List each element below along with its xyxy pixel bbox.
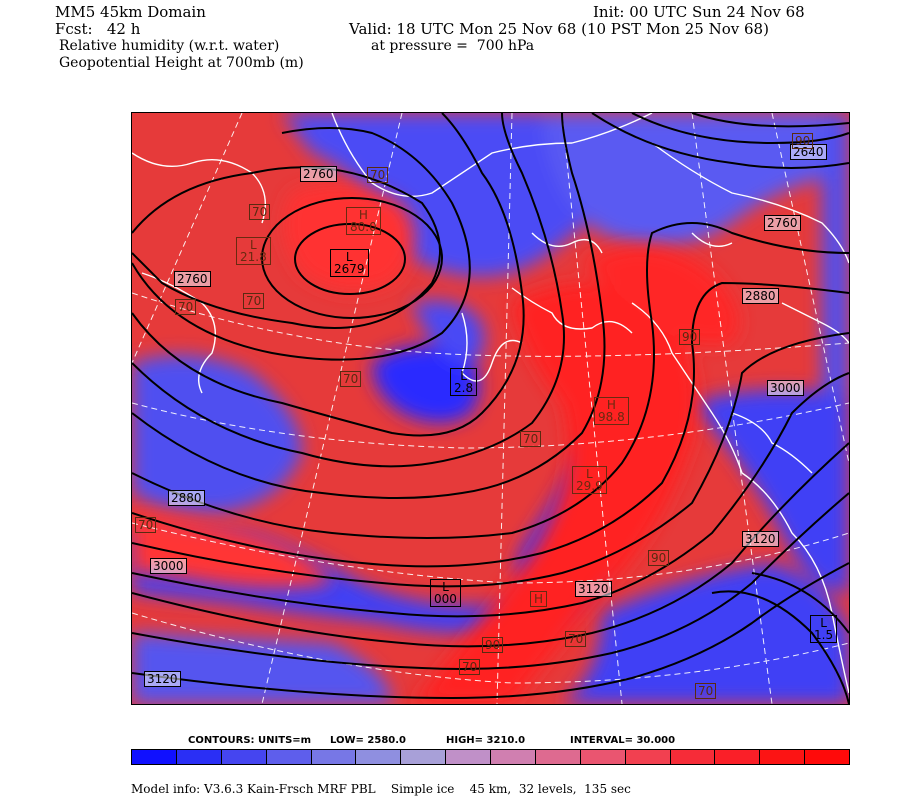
colorbar-swatch [266, 750, 312, 764]
height-label: 3120 [144, 671, 181, 687]
contour-high: HIGH= 3210.0 [446, 735, 526, 746]
domain-title: MM5 45km Domain [55, 3, 206, 21]
center-kind: H [606, 398, 616, 412]
field-humidity: Relative humidity (w.r.t. water) [59, 38, 280, 54]
dry-low-center [372, 345, 480, 423]
high-center: H 80.0 [346, 207, 381, 235]
moist-field [132, 185, 739, 704]
center-kind: L [442, 580, 449, 594]
high-center: H 98.8 [594, 397, 629, 425]
moist-zone-north [284, 185, 415, 291]
colorbar-swatch [446, 750, 491, 764]
valid-time: Valid: 18 UTC Mon 25 Nov 68 (10 PST Mon … [349, 20, 769, 38]
high-center: H [530, 591, 548, 607]
dry-zone-southwest [132, 633, 392, 704]
dry-zone-east [822, 113, 849, 443]
dry-zone-southeast [692, 389, 849, 593]
height-label: 2760 [174, 271, 211, 287]
dry-zone-far-south [562, 563, 849, 704]
contour-units: CONTOURS: UNITS=m [188, 735, 312, 746]
center-value: 21.8 [240, 250, 267, 264]
model-info: Model info: V3.6.3 Kain-Frsch MRF PBL Si… [131, 782, 631, 796]
height-label: 3000 [767, 380, 804, 396]
colorbar-swatch [221, 750, 267, 764]
height-label: 3120 [575, 581, 612, 597]
dry-zone-north [282, 113, 617, 277]
height-label: 2880 [168, 490, 205, 506]
height-label: 3000 [150, 558, 187, 574]
init-time: Init: 00 UTC Sun 24 Nov 68 [593, 3, 805, 21]
low-center: L 2679 [330, 249, 369, 277]
center-kind: H [534, 592, 544, 606]
humidity-label: 70 [249, 204, 271, 220]
contour-low-center [294, 223, 406, 295]
humidity-label: 70 [695, 683, 717, 699]
colorbar-swatch [356, 750, 402, 764]
humidity-label: 70 [565, 631, 587, 647]
center-value: 98.8 [598, 410, 625, 424]
center-kind: H [358, 208, 368, 222]
contour-interval: INTERVAL= 30.000 [570, 735, 676, 746]
colorbar-swatch [491, 750, 536, 764]
colorbar-swatch [805, 750, 849, 764]
low-center: L 000 [430, 579, 461, 607]
center-value: 2679 [334, 262, 365, 276]
center-value: 2.8 [454, 381, 474, 395]
colorbar-swatch [760, 750, 806, 764]
center-value: 1.5 [814, 628, 834, 642]
center-value: 29.9 [576, 479, 603, 493]
height-label: 2760 [764, 215, 801, 231]
center-kind: L [345, 250, 353, 264]
center-kind: L [460, 369, 467, 383]
humidity-label: 70 [367, 167, 389, 183]
colorbar-swatch [401, 750, 447, 764]
center-value: 80.0 [350, 220, 377, 234]
humidity-label: 90 [679, 329, 701, 345]
pressure-level: at pressure = 700 hPa [371, 38, 535, 54]
colorbar-swatch [580, 750, 626, 764]
colorbar-swatch [311, 750, 357, 764]
humidity-label: 70 [243, 293, 265, 309]
humidity-label: 70 [175, 299, 197, 315]
center-value: 000 [434, 592, 457, 606]
contour-low: LOW= 2580.0 [330, 735, 406, 746]
colorbar-swatch [625, 750, 671, 764]
low-center: L 29.9 [572, 466, 607, 494]
colorbar-swatch [670, 750, 716, 764]
humidity-label: 90 [792, 133, 814, 149]
humidity-label: 70 [340, 371, 362, 387]
colorbar-swatch [132, 750, 177, 764]
colorbar-swatch [715, 750, 761, 764]
height-label: 2760 [300, 166, 337, 182]
map-svg [132, 113, 849, 704]
humidity-label: 90 [648, 550, 670, 566]
center-kind: L [820, 616, 827, 630]
center-kind: L [586, 467, 593, 481]
low-center: L 1.5 [810, 615, 838, 643]
low-center: L 21.8 [236, 237, 271, 265]
colorbar [131, 749, 850, 765]
humidity-label: 70 [459, 659, 481, 675]
field-geopotential: Geopotential Height at 700mb (m) [59, 55, 304, 71]
contour-low-ring [261, 197, 443, 319]
height-label: 3120 [742, 531, 779, 547]
humidity-label: 70 [135, 517, 157, 533]
height-contours [132, 113, 849, 704]
moist-zone-central [582, 245, 739, 346]
map-labels: 2760 2760 2640 2760 2880 3000 2880 3000 3120 3120… [132, 113, 849, 704]
center-kind: L [250, 238, 257, 252]
map-panel: 2760 2760 2640 2760 2880 3000 2880 3000 3120 3120… [131, 112, 850, 705]
humidity-label: 90 [482, 637, 504, 653]
moist-band [412, 283, 697, 704]
low-center: L 2.8 [450, 368, 478, 396]
colorbar-swatch [176, 750, 222, 764]
colorbar-swatch [535, 750, 581, 764]
dry-zone-west [132, 355, 302, 513]
forecast-hour: Fcst: 42 h [55, 20, 141, 38]
height-label: 2880 [742, 288, 779, 304]
humidity-label: 70 [520, 431, 542, 447]
dry-zone-northeast [542, 113, 849, 246]
